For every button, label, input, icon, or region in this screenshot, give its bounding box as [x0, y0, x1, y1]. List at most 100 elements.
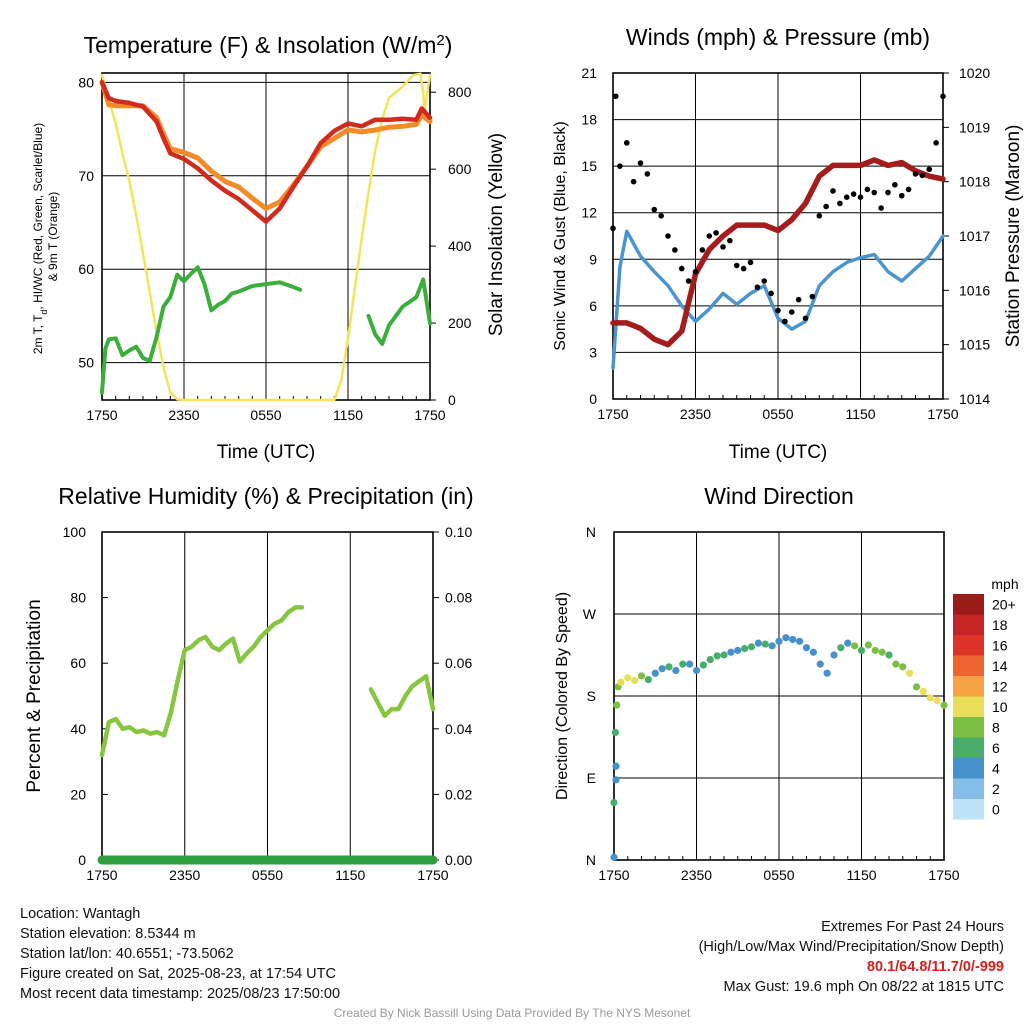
direction-point-13 [658, 665, 666, 673]
winds-panel: 1750 2350 0550 1150 175003691215182110141015… [552, 24, 1024, 463]
gust-point-11 [678, 265, 685, 272]
direction-point-0 [610, 853, 618, 861]
direction-point-53 [933, 696, 941, 705]
gust-point-36 [850, 191, 857, 197]
created-text: Figure created on Sat, 2025-08-23, at 17… [20, 966, 336, 982]
gust-point-26 [782, 318, 788, 325]
rh-xtick-label-1: 2350 [169, 867, 200, 883]
direction-point-23 [727, 648, 735, 656]
gust-point-34 [837, 200, 843, 207]
wind-ytick-label-3: 9 [589, 251, 597, 267]
gust-point-5 [637, 160, 644, 166]
direction-point-47 [892, 660, 900, 668]
rh-ytick-label-0: 0 [78, 852, 86, 868]
extremes-subtitle: (High/Low/Max Wind/Precipitation/Snow De… [698, 939, 1004, 955]
direction-point-12 [651, 669, 659, 677]
gust-point-0 [610, 225, 616, 232]
temp-title-end: ) [445, 32, 453, 58]
dir-xtick-label-3: 1150 [846, 867, 876, 883]
gust-point-8 [658, 213, 664, 219]
wind-ytick-right-label-0: 1014 [959, 391, 990, 407]
wind-ytick-label-7: 21 [581, 65, 597, 81]
gust-point-27 [788, 309, 795, 315]
temp-xlabel: Time (UTC) [217, 442, 316, 463]
rh-ytick-label-2: 40 [70, 721, 86, 737]
gust-point-40 [878, 205, 884, 211]
dir-ytick-label-1: E [587, 770, 596, 786]
gust-point-6 [644, 171, 651, 177]
temp-ylabel-part2: , HI/WC (Red, Green, Scarlet/Blue) [31, 123, 45, 310]
direction-point-19 [699, 661, 707, 669]
wind-ytick-label-0: 0 [589, 391, 597, 407]
gust-point-46 [919, 172, 926, 179]
gust-point-42 [892, 181, 898, 188]
gust-point-24 [768, 290, 774, 297]
gust-point-16 [713, 230, 719, 236]
direction-point-30 [775, 637, 783, 645]
legend-unit: mph [991, 576, 1018, 592]
direction-point-2 [612, 762, 620, 770]
legend-label-2: 16 [992, 637, 1008, 653]
gust-point-38 [864, 186, 871, 193]
temp-xtick-label-3: 1150 [333, 407, 363, 423]
latlon-text: Station lat/lon: 40.6551; -73.5062 [20, 946, 234, 962]
direction-point-9 [631, 676, 639, 685]
extremes-info: Extremes For Past 24 Hours (High/Low/Max… [699, 917, 1004, 997]
legend-swatch-5 [953, 696, 984, 717]
dir-xtick-label-1: 2350 [681, 867, 712, 883]
legend-swatch-7 [953, 737, 984, 758]
wind-ytick-label-4: 12 [581, 205, 597, 221]
direction-point-10 [637, 672, 646, 680]
gust-point-22 [754, 284, 761, 291]
gust-point-43 [898, 192, 905, 199]
rh-ytick-right-label-5: 0.10 [445, 524, 472, 540]
direction-point-42 [857, 646, 866, 655]
wind-xtick-label-1: 2350 [680, 406, 711, 422]
wind-ytick-right-label-4: 1018 [959, 174, 990, 190]
direction-point-46 [885, 651, 893, 659]
gust-point-12 [685, 278, 692, 284]
credit-text: Created By Nick Bassill Using Data Provi… [333, 1006, 691, 1020]
gust-point-19 [733, 262, 740, 269]
wind-ytick-right-label-5: 1019 [959, 119, 990, 135]
rh-xtick-label-0: 1750 [86, 867, 117, 883]
dir-ytick-label-4: N [586, 524, 596, 540]
direction-point-3 [610, 799, 618, 807]
dir-title: Wind Direction [704, 483, 854, 509]
sonic-wind-line [611, 229, 945, 370]
temp-ytick-right-label-0: 0 [448, 392, 456, 408]
direction-point-20 [706, 655, 714, 664]
gust-point-13 [692, 268, 699, 275]
temp-ytick-label-2: 70 [78, 168, 94, 184]
legend-swatch-10 [953, 799, 984, 820]
dir-xtick-label-4: 1750 [928, 867, 959, 883]
temp-title: Temperature (F) & Insolation (W/m2) [84, 32, 453, 59]
elevation-text: Station elevation: 8.5344 m [20, 926, 196, 942]
rh-ytick-label-3: 60 [70, 655, 86, 671]
temp-ylabel-line1: 2m T, Td, HI/WC (Red, Green, Scarlet/Blu… [31, 123, 49, 354]
direction-point-31 [782, 634, 790, 642]
extremes-values: 80.1/64.8/11.7/0/-999 [866, 959, 1004, 975]
direction-point-24 [734, 646, 742, 655]
station-info: Location: Wantagh Station elevation: 8.5… [20, 904, 340, 1004]
max-gust-text: Max Gust: 19.6 mph On 08/22 at 1815 UTC [723, 979, 1004, 995]
rh-ylabel-left: Percent & Precipitation [24, 599, 45, 792]
direction-point-50 [912, 683, 921, 691]
direction-point-29 [768, 642, 776, 650]
gust-point-15 [706, 233, 713, 239]
wind-ytick-label-1: 3 [589, 344, 597, 360]
legend-label-1: 18 [992, 617, 1008, 633]
gust-point-7 [651, 206, 658, 213]
legend-label-0: 20+ [992, 596, 1016, 612]
direction-point-39 [837, 644, 845, 652]
temp-xtick-label-4: 1750 [414, 407, 445, 423]
direction-point-41 [851, 642, 859, 650]
temp-title-sup: 2 [436, 32, 444, 49]
direction-point-14 [665, 663, 673, 671]
temp-ylabel-sub: d [39, 310, 49, 315]
direction-point-16 [679, 660, 687, 668]
pressure-line [610, 157, 946, 348]
legend-label-10: 0 [992, 801, 1000, 817]
